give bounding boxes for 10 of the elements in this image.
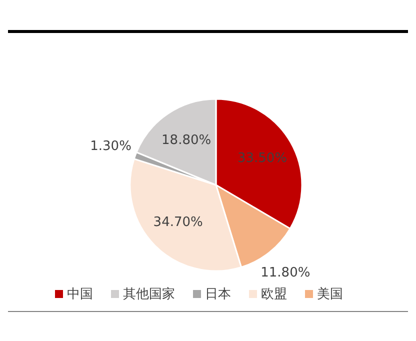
data-label: 1.30% (90, 139, 132, 154)
legend-label: 美国 (317, 287, 343, 302)
data-label: 33.50% (238, 151, 288, 166)
data-label: 34.70% (153, 214, 203, 230)
data-label: 11.80% (260, 265, 310, 280)
legend-label: 其他国家 (123, 287, 175, 302)
legend-label: 日本 (205, 287, 231, 302)
legend-label: 中国 (67, 287, 93, 302)
data-label: 18.80% (162, 133, 212, 148)
legend-label: 欧盟 (261, 287, 287, 302)
